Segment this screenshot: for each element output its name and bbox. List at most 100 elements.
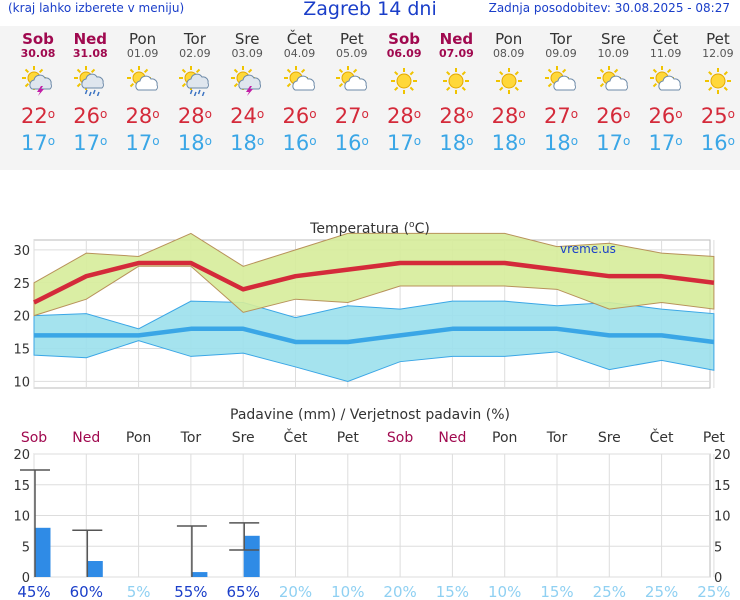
forecast-day: Sre 03.09 24o 18o [221, 30, 273, 158]
temp-max: 28o [117, 104, 169, 128]
temp-max-value: 26 [73, 104, 100, 128]
y-tick-label: 20 [13, 310, 30, 325]
temp-min: 17o [640, 128, 692, 158]
temp-min-value: 16 [334, 131, 362, 155]
degree-symbol: o [204, 107, 212, 121]
degree-symbol: o [361, 107, 369, 121]
temp-min-value: 18 [491, 131, 519, 155]
day-date: 07.09 [438, 47, 474, 60]
y-tick-label-right: 0 [714, 571, 722, 586]
sun-cloud-icon [126, 66, 158, 91]
temp-max-value: 28 [491, 104, 519, 128]
temp-max-value: 24 [230, 104, 257, 128]
temp-max-value: 25 [700, 104, 728, 128]
sun-cloud-icon [545, 66, 576, 91]
degree-symbol: o [152, 134, 160, 148]
sun-icon [704, 68, 731, 94]
precip-probability: 45% [17, 583, 50, 600]
temp-min: 17o [378, 128, 430, 158]
day-date: 03.09 [231, 47, 263, 60]
forecast-day: Ned 31.08 26o 17o [64, 30, 116, 158]
day-name: Sob [22, 30, 54, 48]
x-category-label: Tor [546, 430, 568, 446]
y-tick-label: 25 [13, 277, 30, 292]
precip-probability: 20% [279, 583, 312, 600]
precip-probability: 20% [383, 583, 416, 600]
y-tick-label: 15 [13, 343, 30, 358]
forecast-day: Sre 10.09 26o 17o [587, 30, 639, 158]
x-category-label: Pet [703, 430, 726, 446]
title-text: Temperatura ( [309, 221, 409, 237]
temp-min-value: 18 [543, 131, 571, 155]
day-name: Pon [128, 30, 157, 48]
degree-symbol: o [99, 134, 108, 148]
x-category-label: Sob [387, 430, 413, 446]
forecast-day: Sob 06.09 28o 17o [378, 30, 430, 158]
x-category-label: Tor [180, 430, 202, 446]
degree-symbol: o [152, 107, 160, 121]
x-category-label: Sre [232, 430, 255, 446]
day-name: Ned [73, 30, 108, 48]
day-date: 12.09 [702, 47, 734, 60]
forecast-day: Pet 05.09 27o 16o [326, 30, 378, 158]
temp-max: 28o [483, 104, 535, 128]
precip-probability: 10% [331, 583, 364, 600]
temp-min: 18o [483, 128, 535, 158]
sun-thunder-icon [231, 66, 262, 96]
temp-min: 17o [64, 128, 116, 158]
day-date: 02.09 [179, 47, 211, 60]
temp-min-value: 18 [230, 131, 257, 155]
forecast-day: Tor 09.09 27o 18o [535, 30, 587, 158]
temp-min-value: 17 [73, 131, 100, 155]
degree-symbol: o [727, 134, 735, 148]
title-unit: C) [415, 221, 430, 237]
sun-cloud-rain-icon [74, 66, 105, 96]
temp-min: 18o [221, 128, 273, 158]
x-category-label: Ned [438, 430, 466, 446]
temperature-chart-title: Temperatura (oC) [309, 220, 430, 237]
sun-icon [495, 68, 522, 94]
temp-max: 26o [587, 104, 639, 128]
temp-min-value: 18 [177, 131, 205, 155]
temp-max: 28o [430, 104, 482, 128]
temp-max-value: 22 [20, 104, 48, 128]
precip-probability: 15% [540, 583, 573, 600]
temp-min: 17o [587, 128, 639, 158]
temp-max: 25o [692, 104, 740, 128]
temp-max: 26o [640, 104, 692, 128]
sun-icon [391, 68, 418, 94]
y-tick-label-left: 20 [13, 448, 30, 463]
degree-symbol: o [409, 220, 415, 230]
day-name: Ned [439, 30, 474, 48]
forecast-day: Čet 04.09 26o 16o [274, 30, 326, 158]
degree-symbol: o [727, 107, 735, 121]
temp-max: 28o [169, 104, 221, 128]
degree-symbol: o [47, 107, 56, 121]
precip-probability: 55% [174, 583, 207, 600]
precip-probability: 25% [645, 583, 678, 600]
precip-bar [191, 572, 208, 577]
temp-max: 22o [12, 104, 64, 128]
degree-symbol: o [518, 107, 526, 121]
degree-symbol: o [675, 134, 683, 148]
y-tick-label-left: 0 [22, 571, 30, 586]
sun-icon [443, 68, 470, 94]
watermark: vreme.us [560, 242, 616, 256]
temp-min-value: 17 [387, 131, 414, 155]
day-date: 04.09 [283, 47, 316, 60]
forecast-day: Pon 01.09 28o 17o [117, 30, 169, 158]
day-name: Tor [550, 30, 572, 48]
sun-cloud-icon [335, 66, 367, 91]
degree-symbol: o [204, 134, 212, 148]
precipitation-chart-title: Padavine (mm) / Verjetnost padavin (%) [230, 407, 510, 423]
page-title: Zagreb 14 dni [303, 0, 437, 20]
sun-cloud-icon [283, 66, 315, 91]
precip-bar [34, 527, 51, 577]
degree-symbol: o [256, 107, 265, 121]
temp-max-value: 26 [596, 104, 623, 128]
temperature-chart: 10 15 20 25 30 Temperatura (oC) vreme.us [13, 220, 715, 390]
degree-symbol: o [309, 134, 317, 148]
precip-probability: 65% [227, 583, 260, 600]
temp-min: 16o [326, 128, 378, 158]
y-tick-label-right: 15 [714, 479, 731, 494]
